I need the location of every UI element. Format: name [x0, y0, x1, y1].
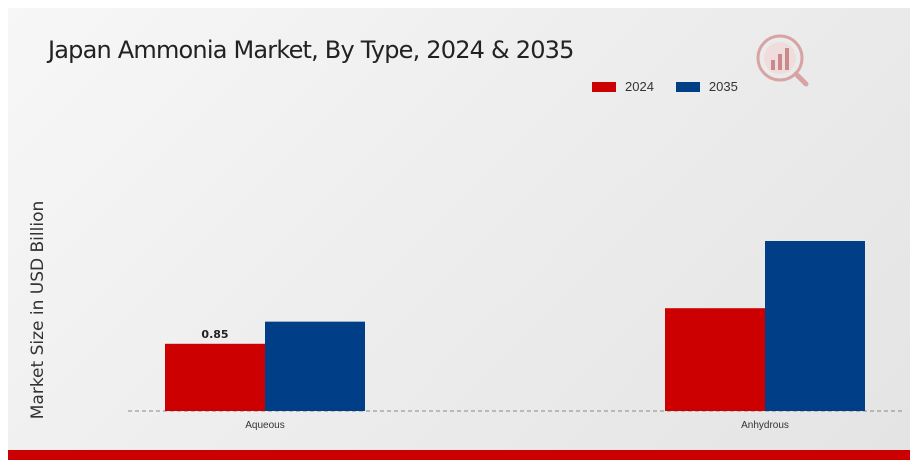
legend-item-2024: 2024 — [592, 79, 654, 94]
bar-anhydrous-2035 — [765, 241, 865, 411]
legend: 2024 2035 — [592, 79, 760, 94]
bar-aqueous-2024 — [165, 343, 265, 411]
legend-item-2035: 2035 — [675, 79, 738, 94]
legend-swatch-2024 — [592, 81, 616, 92]
footer-accent-bar — [8, 450, 910, 460]
legend-label-2035: 2035 — [708, 79, 738, 94]
market-research-logo-icon — [756, 34, 809, 87]
legend-label-2024: 2024 — [625, 79, 654, 94]
x-tick-label-aqueous: Aqueous — [245, 420, 284, 431]
x-tick-label-anhydrous: Anhydrous — [741, 420, 789, 431]
bar-anhydrous-2024 — [665, 308, 765, 411]
chart-title: Japan Ammonia Market, By Type, 2024 & 20… — [48, 36, 574, 64]
legend-swatch-2035 — [675, 81, 700, 92]
bar-aqueous-2035 — [265, 321, 365, 411]
data-label-aqueous-2024: 0.85 — [201, 328, 228, 341]
